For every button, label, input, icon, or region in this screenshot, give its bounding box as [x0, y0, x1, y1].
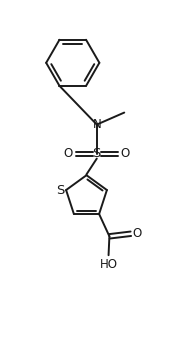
Text: HO: HO [99, 258, 117, 271]
Text: N: N [93, 118, 102, 131]
Text: S: S [93, 147, 101, 160]
Text: S: S [56, 183, 64, 196]
Text: O: O [63, 147, 73, 160]
Text: O: O [121, 147, 130, 160]
Text: O: O [133, 227, 142, 240]
